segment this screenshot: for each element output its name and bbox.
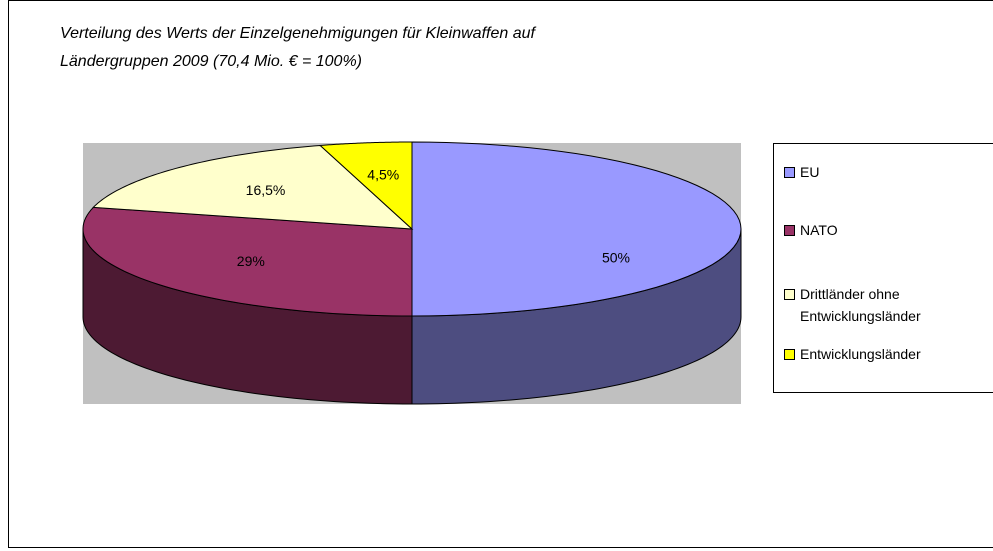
legend-entry: EU	[784, 161, 993, 183]
chart-title: Ländergruppen 2009 (70,4 Mio. € = 100%)	[60, 53, 362, 70]
legend-label: Entwicklungsländer	[800, 346, 921, 362]
data-label: 50%	[602, 250, 630, 266]
legend-swatch	[784, 289, 795, 300]
slice	[92, 144, 414, 230]
legend-entry: NATO	[784, 219, 993, 241]
legend-entry: Drittländer ohne Entwicklungsländer	[784, 283, 993, 327]
chart-title: Verteilung des Werts der Einzelgenehmigu…	[60, 25, 537, 42]
legend: EU NATO Drittländer ohne Entwicklungslände…	[773, 143, 993, 393]
data-label: 16,5%	[246, 182, 286, 198]
slice	[411, 141, 742, 317]
slice	[319, 141, 413, 231]
legend-swatch	[784, 167, 795, 178]
slice	[82, 206, 413, 317]
legend-swatch	[784, 225, 795, 236]
data-label: 4,5%	[367, 166, 399, 182]
legend-swatch	[784, 349, 795, 360]
legend-label: Drittländer ohne Entwicklungsländer	[800, 286, 921, 324]
data-label: 29%	[237, 253, 265, 269]
legend-label: EU	[800, 164, 820, 180]
legend-entry: Entwicklungsländer	[784, 343, 993, 365]
legend-label: NATO	[800, 222, 838, 238]
